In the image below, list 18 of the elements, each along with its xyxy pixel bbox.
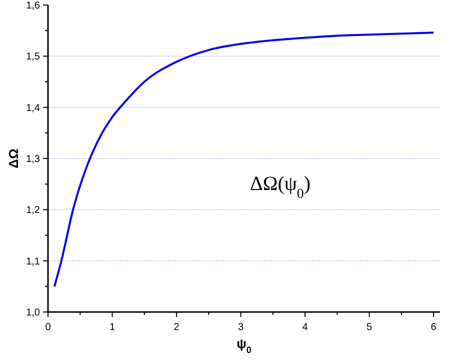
y-tick-label: 1,4 (26, 102, 40, 114)
y-tick-label: 1,0 (26, 308, 40, 318)
x-tick-label: 1 (109, 322, 116, 333)
y-axis-title: ΔΩ (6, 148, 21, 168)
line-series (53, 32, 435, 288)
x-axis-title: ψ$_{0}$ (236, 336, 252, 355)
y-tick-label: 1,2 (26, 205, 40, 216)
y-tick-label: 1,3 (26, 154, 40, 165)
annotation: ΔΩ(ψ$_{0}$) (250, 173, 311, 202)
x-tick-label: 2 (174, 322, 180, 333)
x-tick-label: 5 (366, 322, 373, 333)
y-tick-label: 1,1 (26, 256, 40, 268)
y-tick-label: 1,6 (26, 0, 40, 12)
x-tick-label: 3 (238, 322, 244, 333)
y-tick-label: 1,5 (26, 52, 40, 63)
x-tick-label: 6 (430, 322, 437, 333)
x-tick-label: 0 (45, 322, 52, 333)
x-tick-label: 4 (302, 322, 308, 333)
